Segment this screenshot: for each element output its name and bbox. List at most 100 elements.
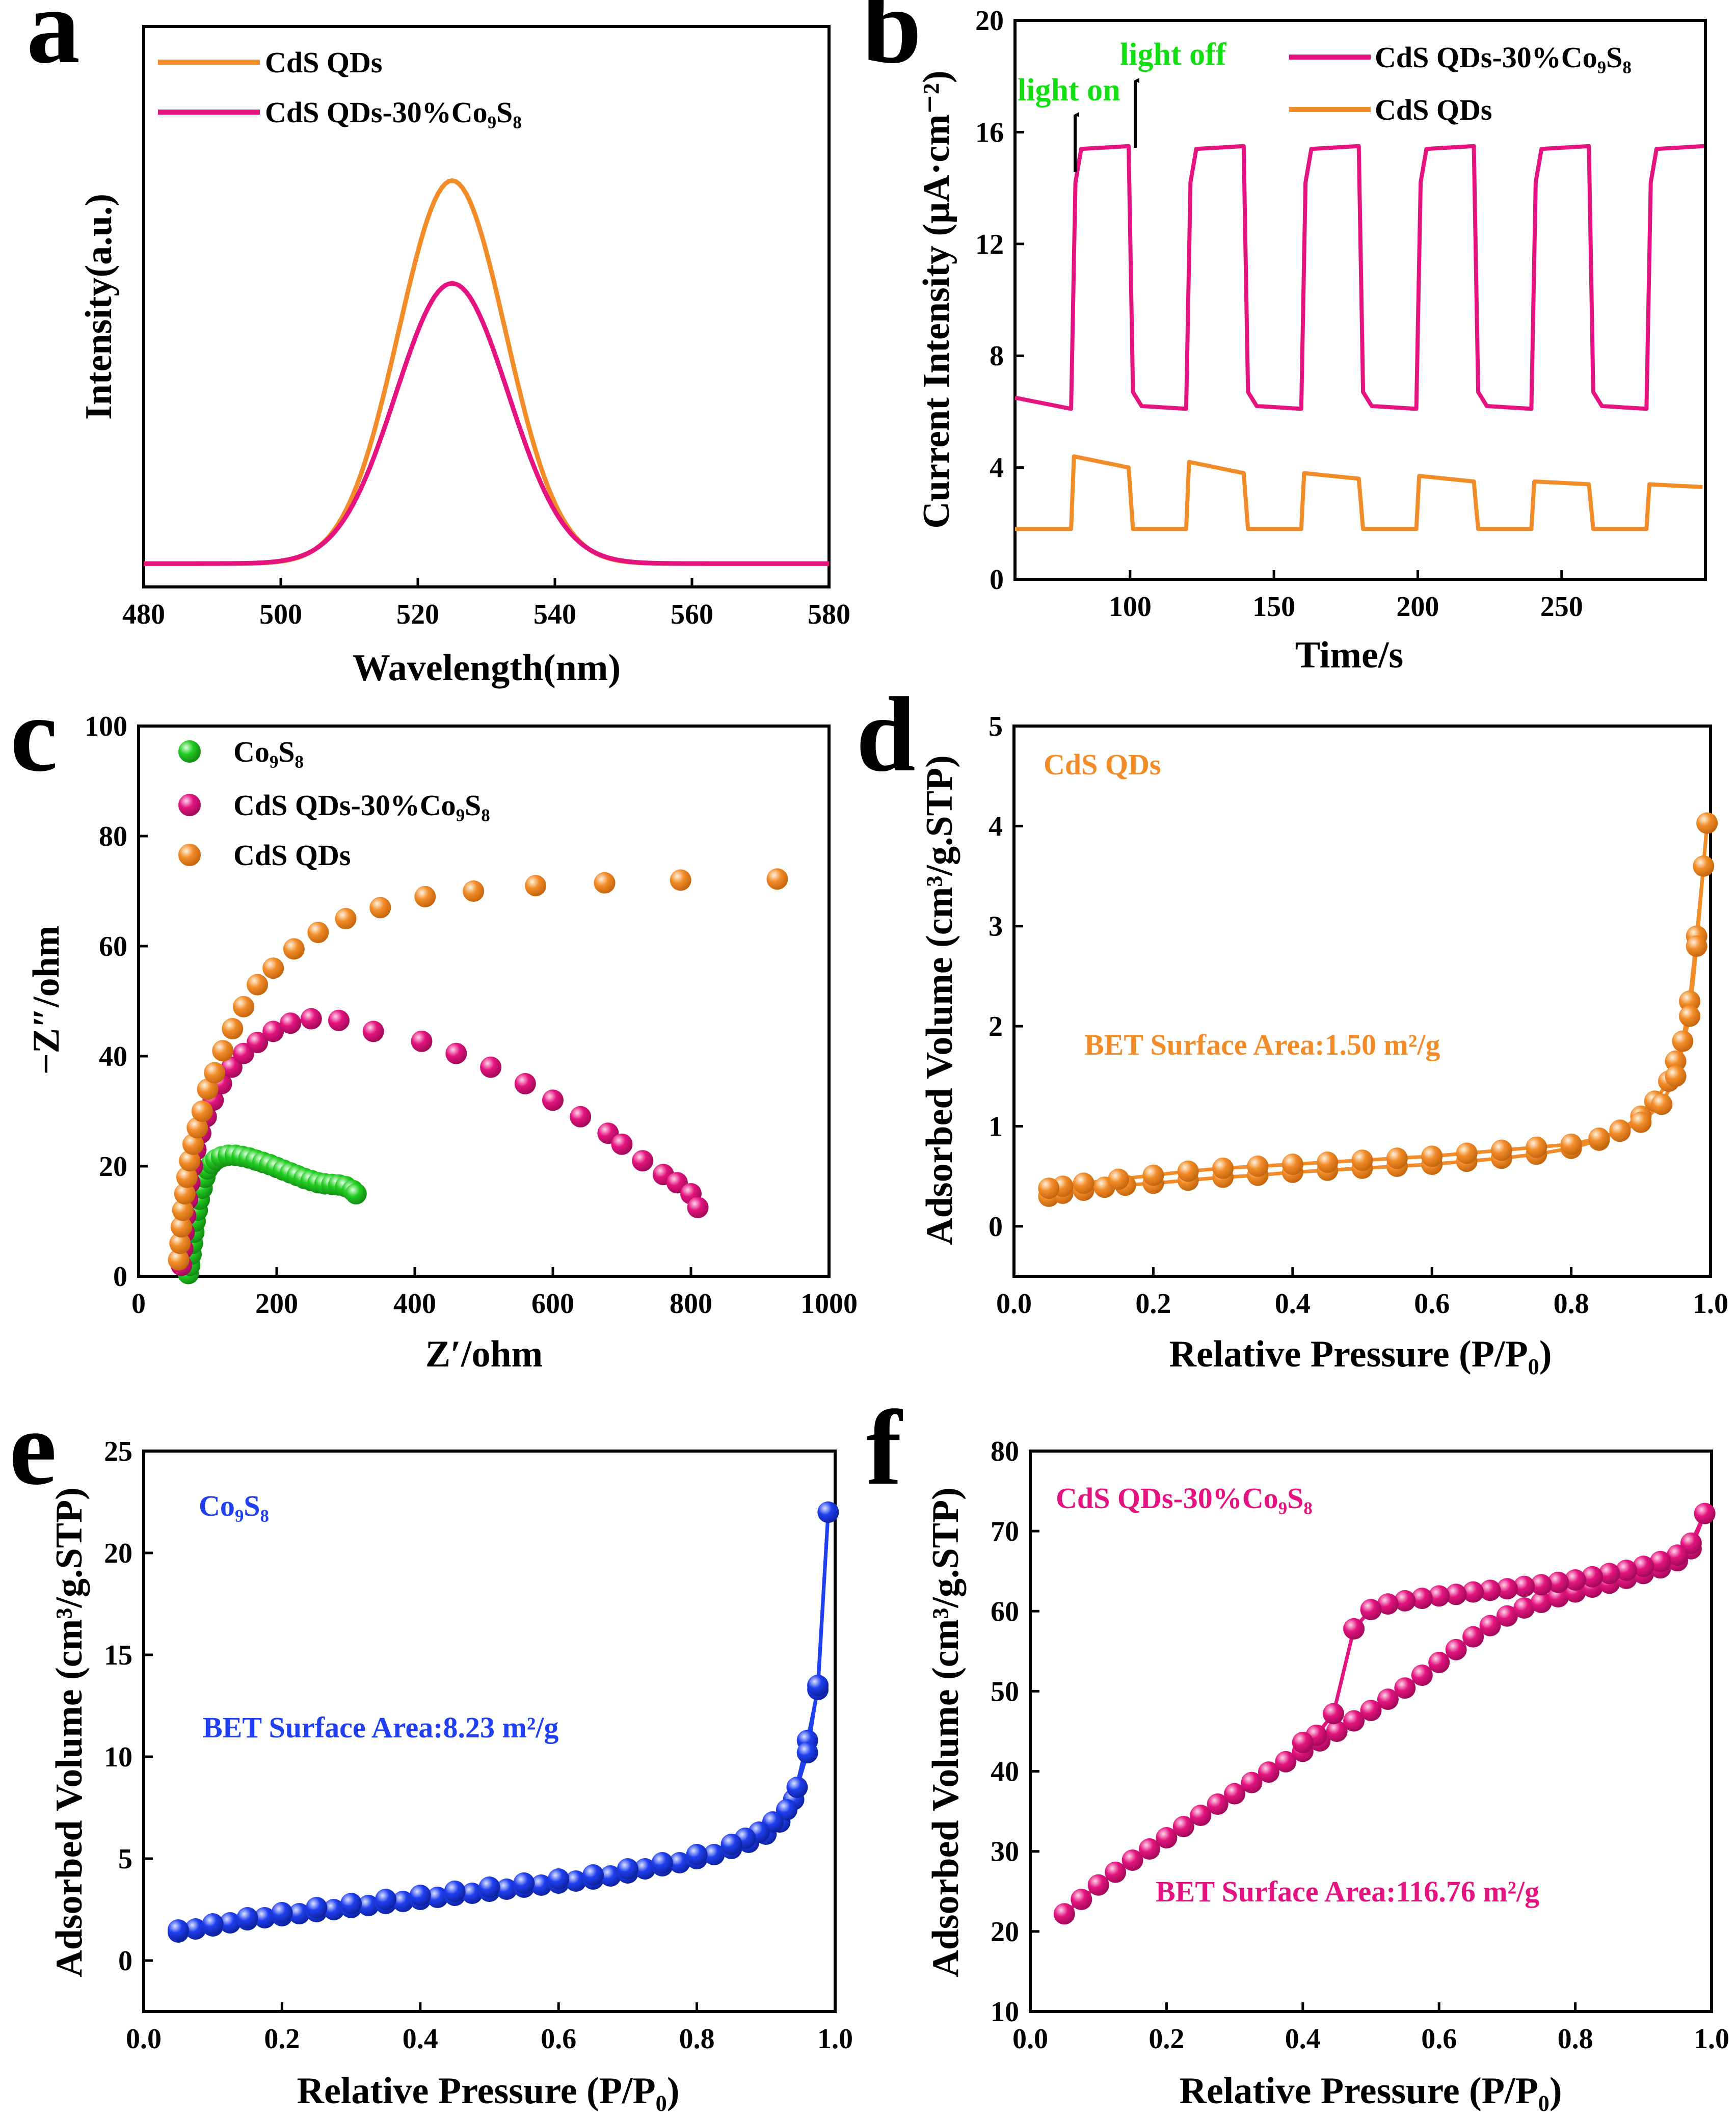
desorption-point: [1479, 1579, 1501, 1601]
y-tick-label: 40: [99, 1041, 127, 1072]
desorption-point: [1530, 1574, 1552, 1596]
desorption-point: [776, 1799, 797, 1820]
desorption-point: [796, 1742, 818, 1763]
nyquist-point: [179, 1150, 201, 1172]
x-tick-label: 560: [671, 599, 713, 630]
adsorption-point: [634, 1858, 656, 1880]
desorption-point: [720, 1834, 742, 1855]
desorption-point: [1630, 1111, 1652, 1133]
adsorption-point: [1513, 1597, 1535, 1619]
nyquist-point: [280, 1012, 302, 1034]
y-tick-label: 30: [991, 1836, 1019, 1868]
x-tick-label: 250: [1540, 591, 1583, 623]
adsorption-point: [496, 1879, 518, 1900]
y-axis-title-a: Intensity(a.u.): [78, 194, 120, 420]
desorption-point: [786, 1777, 808, 1798]
nyquist-point: [369, 897, 391, 919]
plot-frame-f: [1029, 1450, 1713, 2013]
adsorption-point: [1693, 855, 1715, 877]
y-tick-label: 80: [991, 1436, 1019, 1467]
adsorption-point: [1258, 1761, 1279, 1783]
nyquist-point: [594, 872, 616, 894]
adsorption-point: [1241, 1772, 1263, 1793]
adsorption-point: [1071, 1889, 1092, 1910]
desorption-point: [1351, 1149, 1373, 1171]
plot-frame-e: [142, 1450, 837, 2013]
x-tick-label: 580: [808, 599, 850, 630]
panel-d: d 0.0 0.2 0.4 0.6 0.8 1.0 0 1 2 3 4 5 CdS QDs BET …: [856, 676, 1728, 1375]
adsorption-point: [1156, 1827, 1178, 1848]
x-tick-label: 540: [533, 599, 576, 630]
x-axis-f: 0.0 0.2 0.4 0.6 0.8 1.0: [1012, 2002, 1729, 2055]
y-axis-title-b: Current Intensity (μA·cm⁻²): [916, 70, 957, 528]
x-axis-title-c: Z′/ohm: [425, 1333, 543, 1375]
desorption-point: [1177, 1160, 1199, 1182]
legend-label-composite: CdS QDs-30%Co₉S₈: [1375, 41, 1632, 74]
x-tick-label: 0.6: [1421, 2023, 1457, 2055]
nyquist-point: [514, 1073, 536, 1094]
nyquist-point: [570, 1106, 592, 1128]
nyquist-point: [212, 1040, 234, 1062]
nyquist-point: [204, 1062, 226, 1084]
y-tick-label: 20: [99, 1151, 127, 1183]
desorption-point: [817, 1501, 839, 1523]
y-tick-label: 16: [975, 117, 1004, 148]
y-tick-label: 5: [989, 711, 1003, 742]
desorption-point: [1651, 1093, 1673, 1115]
x-tick-label: 0: [131, 1288, 146, 1320]
adsorption-point: [669, 1852, 690, 1873]
adsorption-point: [1326, 1721, 1348, 1742]
x-tick-label: 0.0: [1012, 2023, 1048, 2055]
x-tick-label: 0.4: [1285, 2023, 1321, 2055]
desorption-point: [1428, 1585, 1450, 1607]
desorption-point: [1686, 935, 1707, 957]
x-tick-label: 0.8: [1558, 2023, 1593, 2055]
light-annotations-b: light on light off: [1018, 37, 1227, 172]
adsorption-point: [1679, 990, 1700, 1012]
adsorption-point: [1672, 1030, 1694, 1052]
nyquist-point: [411, 1030, 433, 1052]
adsorption-point: [358, 1895, 379, 1916]
desorption-point: [1323, 1703, 1344, 1725]
legend-c: Co₉S₈ CdS QDs-30%Co₉S₈ CdS QDs: [178, 735, 490, 872]
desorption-point: [1292, 1732, 1314, 1753]
desorption-point: [1609, 1120, 1631, 1142]
legend-marker-composite: [178, 794, 201, 816]
x-axis-d: 0.0 0.2 0.4 0.6 0.8 1.0: [996, 1267, 1728, 1320]
x-tick-label: 1.0: [817, 2023, 853, 2055]
y-axis-title-c: −Z″/ohm: [25, 926, 67, 1075]
y-tick-label: 3: [989, 911, 1003, 943]
plot-frame-a: [142, 25, 831, 588]
nyquist-point: [362, 1021, 384, 1042]
nyquist-point: [247, 974, 269, 996]
x-axis-b: 100 150 200 250: [1109, 570, 1583, 623]
adsorption-point: [1394, 1677, 1416, 1699]
legend-marker-co9s8: [178, 740, 201, 763]
plot-frame-d: [1012, 725, 1712, 1278]
y-tick-label: 10: [991, 1996, 1019, 2028]
panel-letter-b: b: [862, 0, 922, 86]
desorption-point: [271, 1902, 293, 1923]
plot-area-a: [144, 178, 829, 566]
y-tick-label: 50: [991, 1676, 1019, 1707]
adsorption-point: [392, 1891, 414, 1912]
nyquist-point: [247, 1032, 269, 1053]
adsorption-point: [1496, 1605, 1518, 1627]
desorption-point: [1679, 1005, 1700, 1027]
nyquist-point: [174, 1183, 196, 1204]
nyquist-point: [611, 1133, 633, 1155]
adsorption-point: [426, 1887, 448, 1908]
desorption-point: [1212, 1157, 1234, 1179]
desorption-point: [375, 1889, 396, 1910]
y-tick-label: 70: [991, 1516, 1019, 1547]
y-axis-title-e: Adsorbed Volume (cm³/g.STP): [48, 1487, 90, 1977]
nyquist-point: [632, 1150, 654, 1172]
x-tick-label: 480: [122, 599, 165, 630]
light-off-label: light off: [1120, 37, 1227, 72]
x-tick-label: 0.6: [541, 2023, 576, 2055]
x-axis-title-b: Time/s: [1295, 634, 1403, 676]
y-tick-label: 0: [113, 1261, 127, 1293]
panel-e: e 0.0 0.2 0.4 0.6 0.8 1.0 0 5 10 15 20 25 Co₉S₈ BE…: [9, 1389, 853, 2112]
desorption-point: [1411, 1588, 1433, 1610]
adsorption-point: [461, 1883, 483, 1904]
